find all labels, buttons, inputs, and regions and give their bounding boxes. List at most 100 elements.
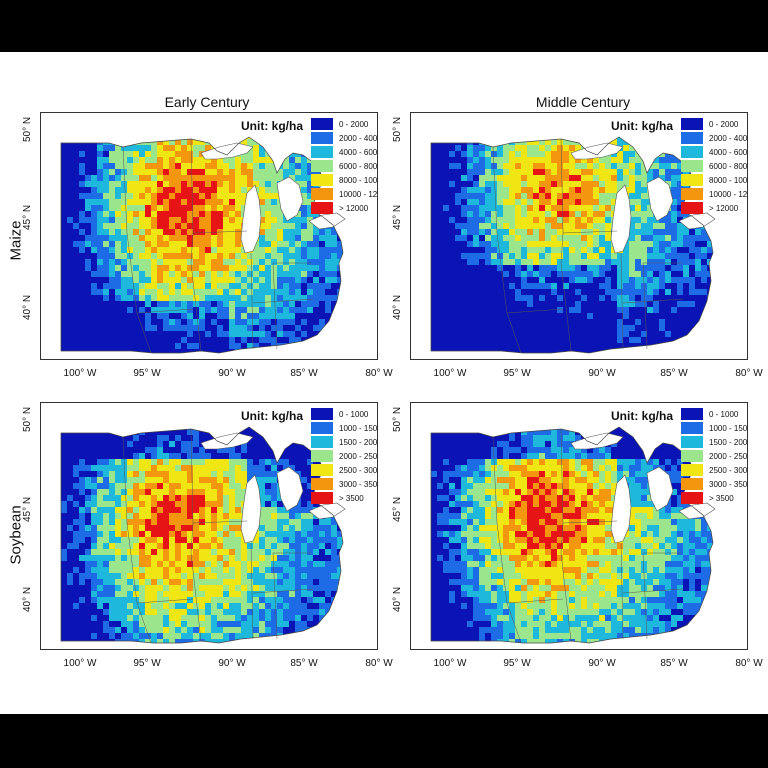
legend-label: 1000 - 1500 <box>709 423 748 433</box>
legend-swatch <box>681 146 703 158</box>
state-boundary <box>506 598 564 604</box>
legend-swatch <box>311 450 333 462</box>
xtick-label: 85° W <box>290 658 318 669</box>
state-boundary <box>250 252 254 350</box>
state-boundary <box>492 146 522 354</box>
legend-item: 4000 - 6000 <box>311 145 377 159</box>
legend-item: 0 - 2000 <box>681 117 747 131</box>
ytick-50n: 50° N <box>22 116 33 142</box>
legend-label: 2000 - 4000 <box>339 133 378 143</box>
legend-swatch <box>681 450 703 462</box>
legend: 0 - 2000 2000 - 4000 4000 - 6000 6000 - 800… <box>311 117 378 215</box>
legend-label: 2000 - 2500 <box>709 451 748 461</box>
legend-item: 8000 - 10000 <box>681 173 747 187</box>
legend-item: 6000 - 8000 <box>311 159 377 173</box>
yield-map <box>60 136 346 354</box>
legend-label: 10000 - 12000 <box>709 189 748 199</box>
legend-label: 0 - 1000 <box>339 409 369 419</box>
col-title-early: Early Century <box>164 94 250 110</box>
legend-item: 6000 - 8000 <box>681 159 747 173</box>
state-boundary <box>122 146 152 354</box>
ytick-50n: 50° N <box>392 116 403 142</box>
xtick-label: 80° W <box>365 658 393 669</box>
legend-item: 3000 - 3500 <box>311 477 378 491</box>
state-boundary <box>192 520 248 524</box>
legend-swatch <box>681 422 703 434</box>
legend-item: > 12000 <box>681 201 747 215</box>
legend-label: 3000 - 3500 <box>709 479 748 489</box>
xtick-label: 95° W <box>133 368 161 379</box>
lake-shape <box>646 176 674 222</box>
xtick-label: 90° W <box>218 658 246 669</box>
legend-item: > 12000 <box>311 201 377 215</box>
legend-swatch <box>681 160 703 172</box>
lake-shape <box>276 466 304 512</box>
legend-item: 2000 - 2500 <box>311 449 377 463</box>
lake-shape <box>240 474 262 544</box>
ytick-50n: 50° N <box>22 406 33 432</box>
lake-shape <box>308 502 346 520</box>
legend-swatch <box>311 422 333 434</box>
map-panel: Unit: kg/ha 0 - 1000 1000 - 1500 1500 - 200… <box>40 402 378 650</box>
state-boundary <box>560 428 572 642</box>
legend-label: 8000 - 10000 <box>339 175 378 185</box>
state-boundary <box>192 230 248 234</box>
legend-swatch <box>681 118 703 130</box>
state-boundary <box>190 138 202 352</box>
state-boundary <box>122 436 152 644</box>
xtick-label: 80° W <box>735 368 763 379</box>
legend-swatch <box>311 188 333 200</box>
lake-shape <box>678 212 716 230</box>
map-panel: Unit: kg/ha 0 - 1000 1000 - 1500 1500 - 200… <box>410 402 748 650</box>
state-boundary <box>136 308 194 314</box>
legend: 0 - 1000 1000 - 1500 1500 - 2000 2000 - 250… <box>311 407 378 505</box>
legend-swatch <box>311 202 333 214</box>
legend: 0 - 1000 1000 - 1500 1500 - 2000 2000 - 250… <box>681 407 748 505</box>
yield-raster <box>61 137 343 353</box>
legend-label: 2000 - 4000 <box>709 133 748 143</box>
legend-swatch <box>311 160 333 172</box>
map-panel: Unit: kg/ha 0 - 2000 2000 - 4000 4000 - 600… <box>40 112 378 360</box>
lake-shape <box>200 432 254 450</box>
xtick-label: 90° W <box>218 368 246 379</box>
legend-label: 2500 - 3000 <box>339 465 378 475</box>
ytick-45n: 45° N <box>392 204 403 230</box>
legend-label: 2500 - 3000 <box>709 465 748 475</box>
ytick-50n: 50° N <box>392 406 403 432</box>
state-boundary <box>250 542 254 640</box>
state-boundary <box>252 298 314 304</box>
lake-shape <box>276 176 304 222</box>
legend-label: > 12000 <box>709 203 739 213</box>
state-boundary <box>562 520 618 524</box>
legend-item: 10000 - 12000 <box>311 187 377 201</box>
legend-label: 4000 - 6000 <box>709 147 748 157</box>
xtick-label: 80° W <box>735 658 763 669</box>
ytick-40n: 40° N <box>392 294 403 320</box>
ytick-40n: 40° N <box>22 294 33 320</box>
legend-swatch <box>681 174 703 186</box>
legend-swatch <box>681 492 703 504</box>
lake-shape <box>200 142 254 160</box>
state-boundary <box>620 542 624 640</box>
figure-canvas: Early Century Middle Century Maize Soybe… <box>0 52 768 714</box>
legend-swatch <box>681 436 703 448</box>
legend-swatch <box>311 146 333 158</box>
yield-map <box>430 136 716 354</box>
legend-label: > 3500 <box>709 493 734 503</box>
state-boundary <box>642 552 648 640</box>
legend-swatch <box>681 464 703 476</box>
state-boundary <box>622 298 684 304</box>
xtick-label: 100° W <box>63 658 97 669</box>
unit-label: Unit: kg/ha <box>241 119 303 133</box>
unit-label: Unit: kg/ha <box>611 119 673 133</box>
legend-item: 2000 - 2500 <box>681 449 748 463</box>
legend-swatch <box>681 202 703 214</box>
lake-shape <box>678 502 716 520</box>
legend-label: 3000 - 3500 <box>339 479 378 489</box>
xtick-label: 85° W <box>660 368 688 379</box>
legend-item: 1500 - 2000 <box>311 435 377 449</box>
yield-raster <box>431 427 713 643</box>
xtick-label: 100° W <box>63 368 97 379</box>
legend-item: > 3500 <box>311 491 377 505</box>
ytick-45n: 45° N <box>22 204 33 230</box>
